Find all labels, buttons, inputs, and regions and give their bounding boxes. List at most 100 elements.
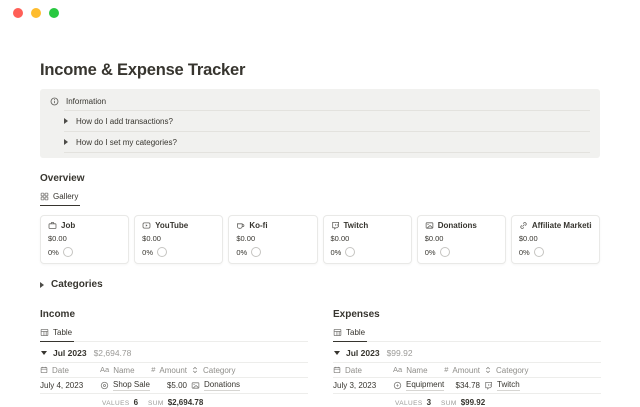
gallery-card-affiliate-marketing[interactable]: Affiliate Marketing $0.00 0% xyxy=(510,215,601,264)
calendar-icon xyxy=(333,366,341,374)
column-header-amount[interactable]: # Amount xyxy=(151,365,187,375)
progress-ring-icon xyxy=(251,247,262,257)
column-header-date[interactable]: Date xyxy=(40,366,100,375)
group-amount: $2,694.78 xyxy=(93,348,132,358)
cell-category[interactable]: Donations xyxy=(187,380,308,391)
group-label: Jul 2023 xyxy=(53,348,87,358)
page-title[interactable]: Income & Expense Tracker xyxy=(40,61,246,79)
number-property-icon: # xyxy=(151,365,156,374)
toggle-closed-icon xyxy=(40,282,44,288)
card-amount: $0.00 xyxy=(330,234,350,243)
info-icon xyxy=(50,97,59,106)
table-icon xyxy=(40,329,49,336)
picture-frame-icon xyxy=(425,222,433,229)
gallery-card-kofi[interactable]: Ko-fi $0.00 0% xyxy=(228,215,318,264)
toggle-label: How do I set my categories? xyxy=(76,137,177,147)
overview-view-tabs: Gallery xyxy=(40,190,600,206)
values-calc-count: 6 xyxy=(133,398,139,407)
toggle-closed-icon xyxy=(64,139,68,145)
progress-ring-icon xyxy=(439,247,450,257)
expenses-database: Expenses Table Jul 2023 $99.92 Date Aa xyxy=(333,309,601,407)
cell-name[interactable]: Shop Sale xyxy=(100,380,150,391)
text-property-icon: Aa xyxy=(100,365,110,374)
overview-db-title[interactable]: Overview xyxy=(40,173,85,184)
equipment-icon xyxy=(393,381,402,390)
tab-table-expenses[interactable]: Table xyxy=(333,326,368,342)
tab-table-income[interactable]: Table xyxy=(40,326,75,342)
toggle-categories[interactable]: Categories xyxy=(40,279,600,291)
progress-ring-icon xyxy=(62,247,73,257)
cell-category[interactable]: Twitch xyxy=(480,380,601,391)
tab-label: Gallery xyxy=(53,192,79,201)
card-amount: $0.00 xyxy=(48,234,67,243)
tab-label: Table xyxy=(346,328,366,337)
column-header-name[interactable]: Aa Name xyxy=(100,365,135,375)
card-amount: $0.00 xyxy=(142,234,161,243)
card-percent: 0% xyxy=(236,247,248,257)
window-minimize-button[interactable] xyxy=(31,8,41,18)
progress-ring-icon xyxy=(157,247,168,257)
gallery-card-twitch[interactable]: Twitch $0.00 0% xyxy=(322,215,412,264)
card-percent: 0% xyxy=(518,247,530,257)
shop-sale-icon xyxy=(100,381,109,390)
income-table-row[interactable]: July 4, 2023 Shop Sale $5.00 Donations xyxy=(40,378,308,394)
expenses-calc-footer[interactable]: VALUES 3 SUM $99.92 xyxy=(333,394,601,407)
briefcase-icon xyxy=(48,221,57,229)
callout-header: Information xyxy=(50,93,590,110)
text-property-icon: Aa xyxy=(393,365,403,374)
table-icon xyxy=(333,329,342,336)
gallery-card-youtube[interactable]: YouTube $0.00 0% xyxy=(134,215,224,264)
callout-divider xyxy=(64,152,590,156)
toggle-label: How do I add transactions? xyxy=(76,116,173,126)
window-titlebar xyxy=(0,0,640,26)
column-header-amount[interactable]: # Amount xyxy=(444,365,480,375)
toggle-add-transactions[interactable]: How do I add transactions? xyxy=(64,110,590,131)
callout-title: Information xyxy=(66,97,107,106)
gallery-icon xyxy=(40,192,49,201)
column-header-name[interactable]: Aa Name xyxy=(393,365,428,375)
card-amount: $0.00 xyxy=(236,234,256,243)
expenses-table-row[interactable]: July 3, 2023 Equipment $34.78 Twitch xyxy=(333,378,601,394)
card-title: Donations xyxy=(437,221,477,230)
categories-label: Categories xyxy=(51,279,103,290)
sum-calc-label: SUM xyxy=(441,400,457,407)
calendar-icon xyxy=(40,366,48,374)
toggle-open-icon xyxy=(41,351,47,355)
gallery-card-job[interactable]: Job $0.00 0% xyxy=(40,215,130,264)
column-header-date[interactable]: Date xyxy=(333,366,393,375)
gallery-card-donations[interactable]: Donations $0.00 0% xyxy=(416,215,506,264)
column-header-category[interactable]: Category xyxy=(480,366,601,375)
window-zoom-button[interactable] xyxy=(49,8,59,18)
cell-name[interactable]: Equipment xyxy=(393,380,445,391)
progress-ring-icon xyxy=(533,247,544,257)
tab-gallery[interactable]: Gallery xyxy=(40,190,81,206)
toggle-closed-icon xyxy=(64,118,68,124)
sum-calc-value: $2,694.78 xyxy=(167,398,204,407)
income-calc-footer[interactable]: VALUES 6 SUM $2,694.78 xyxy=(40,394,308,407)
income-table-header: Date Aa Name # Amount Category xyxy=(40,363,308,378)
values-calc-label: VALUES xyxy=(102,400,130,407)
select-property-icon xyxy=(192,366,198,374)
twitch-icon xyxy=(331,222,339,230)
expenses-group-toggle[interactable]: Jul 2023 $99.92 xyxy=(333,342,601,363)
group-label: Jul 2023 xyxy=(346,348,380,358)
cell-date[interactable]: July 3, 2023 xyxy=(333,381,377,390)
notion-page: Income & Expense Tracker Information How… xyxy=(40,60,601,407)
tab-label: Table xyxy=(53,328,73,337)
window-close-button[interactable] xyxy=(13,8,23,18)
picture-frame-icon xyxy=(191,382,200,389)
income-db-title[interactable]: Income xyxy=(40,309,76,320)
cell-amount[interactable]: $5.00 xyxy=(166,381,187,390)
select-property-icon xyxy=(485,366,491,374)
card-percent: 0% xyxy=(424,247,436,257)
toggle-set-categories[interactable]: How do I set my categories? xyxy=(64,131,590,152)
expenses-db-title[interactable]: Expenses xyxy=(333,309,380,320)
group-amount: $99.92 xyxy=(386,348,413,358)
sum-calc-label: SUM xyxy=(148,400,164,407)
cell-date[interactable]: July 4, 2023 xyxy=(40,381,84,390)
income-group-toggle[interactable]: Jul 2023 $2,694.78 xyxy=(40,342,308,363)
card-title: Job xyxy=(61,221,76,230)
column-header-category[interactable]: Category xyxy=(187,366,308,375)
cell-amount[interactable]: $34.78 xyxy=(455,381,480,390)
card-amount: $0.00 xyxy=(424,234,444,243)
